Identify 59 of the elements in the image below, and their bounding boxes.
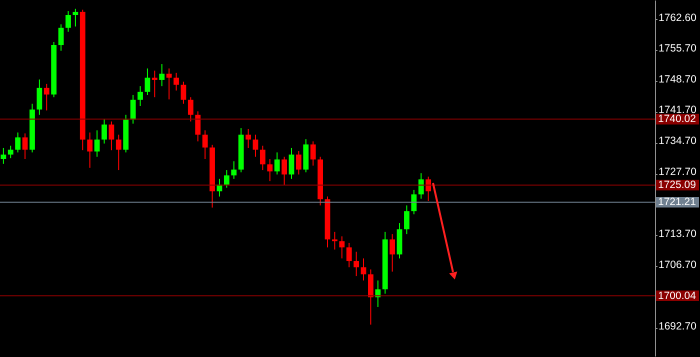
candlestick bbox=[66, 10, 71, 32]
candlestick bbox=[116, 134, 122, 171]
candlestick bbox=[368, 268, 374, 326]
candlestick bbox=[282, 156, 287, 186]
candlestick bbox=[411, 189, 417, 215]
candlestick bbox=[0, 147, 6, 164]
candlestick bbox=[36, 79, 42, 116]
candlestick bbox=[202, 130, 208, 160]
candlestick bbox=[252, 134, 258, 158]
candlestick bbox=[152, 70, 158, 98]
candlestick bbox=[108, 120, 114, 151]
candlestick bbox=[296, 150, 302, 175]
candlestick bbox=[72, 8, 78, 27]
candlestick bbox=[22, 132, 28, 160]
y-tick-label: 1706.70 bbox=[658, 258, 697, 271]
candlestick bbox=[195, 110, 201, 142]
candlestick bbox=[138, 86, 143, 107]
candlestick bbox=[390, 234, 396, 272]
ref-line-label: 1721.21 bbox=[658, 196, 696, 208]
candlestick bbox=[15, 132, 21, 153]
candlestick bbox=[260, 145, 266, 171]
candlestick bbox=[339, 236, 345, 259]
candlestick bbox=[188, 96, 194, 122]
candlestick bbox=[159, 64, 165, 87]
candlestick bbox=[224, 170, 230, 188]
candlestick bbox=[288, 147, 294, 180]
candlestick bbox=[404, 204, 410, 235]
y-tick-label: 1748.70 bbox=[658, 73, 697, 86]
candlestick bbox=[346, 242, 352, 268]
candlestick bbox=[231, 160, 237, 180]
candlestick bbox=[354, 251, 360, 277]
candlestick bbox=[246, 128, 251, 148]
candlestick bbox=[174, 72, 179, 92]
ref-line-label: 1740.02 bbox=[658, 113, 696, 126]
candlestick bbox=[87, 132, 93, 168]
y-tick-label: 1692.70 bbox=[658, 320, 697, 333]
y-tick-label: 1713.70 bbox=[658, 228, 697, 240]
ref-line-label: 1725.09 bbox=[658, 179, 696, 192]
y-tick-label: 1727.70 bbox=[658, 166, 697, 178]
candlestick bbox=[144, 68, 150, 96]
candlestick bbox=[426, 176, 432, 202]
ref-line-label: 1700.04 bbox=[658, 290, 696, 302]
y-tick-label: 1755.70 bbox=[658, 42, 697, 54]
candlestick bbox=[44, 83, 50, 111]
y-tick-label: 1762.60 bbox=[658, 12, 697, 24]
candlestick bbox=[102, 118, 107, 144]
candlestick bbox=[418, 172, 424, 200]
candlestick bbox=[58, 24, 64, 52]
candlestick bbox=[360, 258, 366, 281]
candlestick bbox=[310, 140, 316, 166]
candlestick bbox=[8, 145, 14, 159]
candlestick bbox=[274, 152, 280, 175]
candlestick bbox=[166, 68, 172, 100]
y-tick-label: 1734.70 bbox=[658, 135, 697, 148]
candlestick bbox=[267, 158, 273, 182]
candlestick bbox=[130, 94, 136, 124]
candlestick bbox=[180, 81, 186, 104]
candlestick bbox=[375, 280, 381, 308]
candlestick bbox=[94, 130, 100, 158]
